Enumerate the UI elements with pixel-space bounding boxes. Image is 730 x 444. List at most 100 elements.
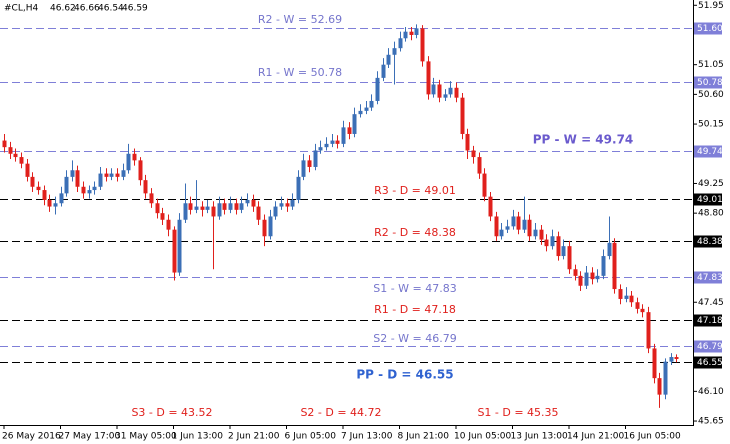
candle-body — [36, 186, 41, 191]
candle-body — [341, 127, 346, 144]
candle-body — [205, 206, 210, 210]
candle-body — [414, 28, 419, 35]
candle-body — [477, 157, 482, 174]
y-tick-label: 45.65 — [698, 417, 724, 427]
candle-body — [465, 133, 470, 151]
candle-body — [375, 77, 380, 101]
candle-body — [556, 236, 561, 257]
candle-body — [8, 147, 13, 154]
candle-body — [25, 163, 30, 177]
candle-body — [217, 203, 222, 217]
y-tick-label: 47.45 — [698, 298, 724, 308]
candle-body — [335, 140, 340, 144]
candle-body — [70, 170, 75, 177]
level-tag — [694, 22, 722, 35]
candle-body — [75, 170, 80, 187]
candle-body — [369, 100, 374, 108]
candle-body — [59, 193, 64, 204]
candle-body — [115, 173, 120, 177]
candle-body — [149, 193, 154, 204]
x-tick-label: 27 May 17:00 — [59, 432, 121, 442]
candle-body — [64, 176, 69, 194]
level-tag-label: 46.55 — [697, 358, 723, 368]
candle-body — [494, 216, 499, 237]
candle-body — [403, 31, 408, 39]
candle-body — [239, 203, 244, 210]
candle-body — [121, 170, 126, 177]
level-label: PP - D = 46.55 — [356, 368, 453, 382]
level-label: R3 - D = 49.01 — [374, 184, 456, 197]
candle-body — [313, 150, 318, 167]
candle-body — [81, 186, 86, 194]
header-close: 46.59 — [122, 4, 148, 14]
candle-body — [53, 203, 58, 207]
level-tag-label: 50.78 — [697, 78, 723, 88]
candle-body — [612, 242, 617, 290]
candle-body — [544, 239, 549, 247]
candle-body — [296, 176, 301, 200]
y-tick-label: 51.95 — [698, 1, 724, 11]
level-tag-label: 51.60 — [697, 24, 723, 34]
candle-body — [160, 213, 165, 220]
candle-body — [42, 190, 47, 200]
level-tag-label: 47.18 — [697, 316, 723, 326]
candle-body — [561, 246, 566, 257]
candle-body — [234, 203, 239, 210]
candle-body — [318, 147, 323, 151]
candle-body — [228, 203, 233, 210]
level-label: R1 - D = 47.18 — [374, 303, 456, 316]
candle-body — [533, 229, 538, 237]
candle-body — [364, 107, 369, 111]
candle-body — [183, 203, 188, 220]
candle-body — [200, 206, 205, 210]
level-tag-label: 49.74 — [697, 147, 723, 157]
candle-body — [624, 295, 629, 299]
y-tick-label: 50.15 — [698, 120, 724, 130]
candle-body — [13, 153, 18, 158]
level-tag-label: 48.38 — [697, 237, 723, 247]
candle-body — [426, 61, 431, 95]
annotation: S2 - D = 44.72 — [300, 406, 381, 419]
candle-body — [324, 143, 329, 148]
candle-body — [607, 242, 612, 257]
candle-body — [567, 246, 572, 270]
level-label: S1 - W = 47.83 — [373, 282, 457, 295]
y-tick-label: 46.10 — [698, 387, 724, 397]
candle-body — [98, 173, 103, 187]
candle-body — [92, 186, 97, 191]
candle-body — [381, 64, 386, 78]
candle-body — [87, 190, 92, 194]
level-tag — [694, 314, 722, 327]
candle-body — [143, 180, 148, 194]
symbol: #CL,H4 — [4, 4, 38, 14]
level-tag — [694, 193, 722, 206]
candle-body — [443, 94, 448, 98]
candle-body — [30, 176, 35, 187]
header-open: 46.62 — [50, 4, 76, 14]
candle-body — [573, 269, 578, 276]
candle-body — [188, 203, 193, 210]
candle-body — [646, 312, 651, 349]
candle-body — [132, 153, 137, 161]
x-tick-label: 26 May 2016 — [2, 432, 61, 442]
level-tag — [694, 235, 722, 248]
header-high: 46.66 — [74, 4, 100, 14]
candle-body — [539, 229, 544, 240]
candle-body — [251, 199, 256, 207]
annotation: S1 - D = 45.35 — [477, 406, 558, 419]
x-tick-label: 10 Jun 05:00 — [454, 432, 511, 442]
level-tag — [694, 145, 722, 158]
candle-body — [657, 378, 662, 395]
level-tag — [694, 271, 722, 284]
candle-body — [155, 203, 160, 214]
y-tick-label: 48.80 — [698, 209, 724, 219]
x-tick-label: 2 Jun 21:00 — [228, 432, 280, 442]
candle-body — [584, 272, 589, 286]
candle-body — [109, 173, 114, 177]
x-tick-label: 1 Jun 13:00 — [172, 432, 224, 442]
candle-body — [499, 229, 504, 237]
candle-body — [392, 48, 397, 55]
candle-body — [629, 295, 634, 303]
candle-body — [222, 203, 227, 210]
